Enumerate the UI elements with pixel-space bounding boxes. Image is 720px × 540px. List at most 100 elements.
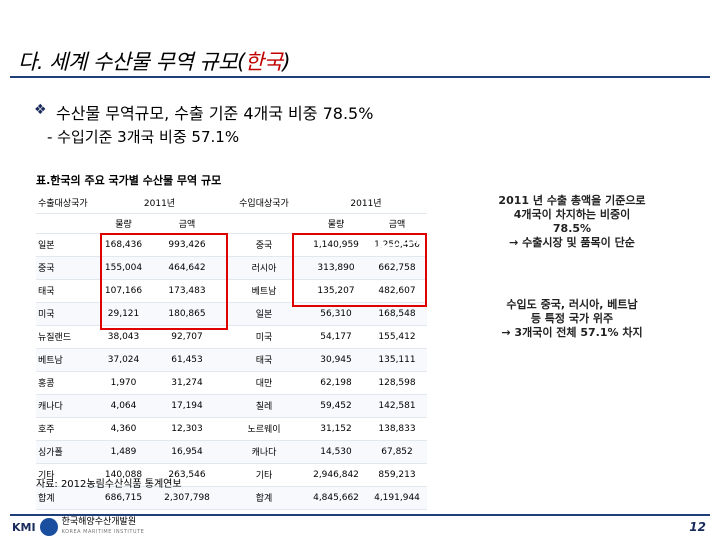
import-amt-cell: 662,758 <box>367 256 427 280</box>
import-amt-cell: 155,412 <box>367 325 427 349</box>
title-divider <box>10 76 710 78</box>
logo-emblem-icon <box>39 518 58 536</box>
import-note: 수입도 중국, 러시아, 베트남 등 특정 국가 위주 → 3개국이 전체 57… <box>472 298 672 340</box>
export-qty-cell: 168,436 <box>96 233 151 257</box>
import-country-cell: 합계 <box>223 486 305 510</box>
import-qty-cell: 4,845,662 <box>305 486 367 510</box>
diamond-bullet-icon <box>34 102 48 119</box>
export-note: 2011 년 수출 총액을 기준으로 4개국이 차지하는 비중이 78.5% →… <box>472 194 672 250</box>
import-amt-cell: 142,581 <box>367 394 427 418</box>
import-qty-cell: 30,945 <box>305 348 367 372</box>
title-highlight: 한국 <box>244 50 283 74</box>
import-amt-cell: 4,191,944 <box>367 486 427 510</box>
export-qty-cell: 155,004 <box>96 256 151 280</box>
export-qty-cell: 1,489 <box>96 440 151 464</box>
export-qty-cell: 107,166 <box>96 279 151 303</box>
export-amt-cell: 61,453 <box>151 348 223 372</box>
export-country-cell: 베트남 <box>36 348 96 372</box>
import-highlight-box <box>292 233 427 307</box>
table-row: 합계 686,715 2,307,798 합계 4,845,662 4,191,944 <box>36 486 427 510</box>
export-qty-cell: 29,121 <box>96 302 151 326</box>
export-amt-cell: 92,707 <box>151 325 223 349</box>
export-country-cell: 캐나다 <box>36 394 96 418</box>
logo: KMI 한국해양수산개발원 KOREA MARITIME INSTITUTE <box>12 517 144 537</box>
export-amt-cell: 2,307,798 <box>151 486 223 510</box>
export-country-cell: 중국 <box>36 256 96 280</box>
table-row: 미국 29,121 180,865 일본 56,310 168,548 <box>36 302 427 326</box>
export-country-cell: 뉴질랜드 <box>36 325 96 349</box>
page-number: 12 <box>689 520 706 534</box>
export-note-line4: → 수출시장 및 품목이 단순 <box>509 236 635 249</box>
export-qty-cell: 4,064 <box>96 394 151 418</box>
import-qty-cell: 54,177 <box>305 325 367 349</box>
import-amt-cell: 168,548 <box>367 302 427 326</box>
import-country-cell: 칠레 <box>223 394 305 418</box>
export-qty-cell: 4,360 <box>96 417 151 441</box>
export-country-cell: 태국 <box>36 279 96 303</box>
import-country-cell: 대만 <box>223 371 305 395</box>
export-country-cell: 합계 <box>36 486 96 510</box>
logo-name-en: KOREA MARITIME INSTITUTE <box>61 529 145 535</box>
arrow-icon <box>372 238 422 249</box>
export-year: 2011년 <box>96 193 223 214</box>
import-qty-header: 물량 <box>305 213 367 234</box>
sub-bullet: - 수입기준 3개국 비중 57.1% <box>47 128 240 146</box>
logo-mark: KMI <box>12 520 36 534</box>
export-qty-cell: 686,715 <box>96 486 151 510</box>
import-country-cell: 러시아 <box>223 256 305 280</box>
export-qty-cell: 38,043 <box>96 325 151 349</box>
import-qty-cell: 2,946,842 <box>305 463 367 487</box>
table-title: 표.한국의 주요 국가별 수산물 무역 규모 <box>36 174 222 187</box>
import-country-cell: 미국 <box>223 325 305 349</box>
import-qty-cell: 135,207 <box>305 279 367 303</box>
source-note: 자료: 2012농림수산식품 통계연보 <box>36 479 182 490</box>
import-country-cell: 일본 <box>223 302 305 326</box>
export-amt-cell: 16,954 <box>151 440 223 464</box>
import-note-line2: 등 특정 국가 위주 <box>530 312 614 325</box>
export-amt-cell: 464,642 <box>151 256 223 280</box>
import-amt-cell: 135,111 <box>367 348 427 372</box>
table-row: 호주 4,360 12,303 노르웨이 31,152 138,833 <box>36 417 427 441</box>
export-country-cell: 기타 <box>36 463 96 487</box>
export-amt-cell: 17,194 <box>151 394 223 418</box>
export-qty-cell: 37,024 <box>96 348 151 372</box>
export-amt-header: 금액 <box>151 213 223 234</box>
import-amt-cell: 482,607 <box>367 279 427 303</box>
title-suffix: ) <box>282 50 291 74</box>
import-amt-cell: 859,213 <box>367 463 427 487</box>
import-country-cell: 태국 <box>223 348 305 372</box>
table-row: 기타 140,088 263,546 기타 2,946,842 859,213 <box>36 463 427 487</box>
main-bullet-text: 수산물 무역규모, 수출 기준 4개국 비중 78.5% <box>56 104 374 123</box>
import-header: 수입대상국가 <box>223 193 305 214</box>
export-country-cell: 호주 <box>36 417 96 441</box>
trade-table: 수출대상국가 2011년 수입대상국가 2011년 물량 금액 물량 금액 일본… <box>36 193 427 510</box>
export-country-cell: 싱가폴 <box>36 440 96 464</box>
export-note-line3: 78.5% <box>552 222 592 235</box>
export-note-line2: 4개국이 차지하는 비중이 <box>513 208 631 221</box>
import-amt-cell: 138,833 <box>367 417 427 441</box>
import-note-line1: 수입도 중국, 러시아, 베트남 <box>506 298 638 311</box>
import-country-cell: 캐나다 <box>223 440 305 464</box>
table-row: 홍콩 1,970 31,274 대만 62,198 128,598 <box>36 371 427 395</box>
export-amt-cell: 180,865 <box>151 302 223 326</box>
import-qty-cell: 313,890 <box>305 256 367 280</box>
table-row: 뉴질랜드 38,043 92,707 미국 54,177 155,412 <box>36 325 427 349</box>
table-row: 중국 155,004 464,642 러시아 313,890 662,758 <box>36 256 427 280</box>
export-qty-header: 물량 <box>96 213 151 234</box>
import-country-cell: 베트남 <box>223 279 305 303</box>
export-amt-cell: 173,483 <box>151 279 223 303</box>
table-row: 싱가폴 1,489 16,954 캐나다 14,530 67,852 <box>36 440 427 464</box>
table-row: 베트남 37,024 61,453 태국 30,945 135,111 <box>36 348 427 372</box>
export-amt-cell: 263,546 <box>151 463 223 487</box>
title-prefix: 다. 세계 수산물 무역 규모( <box>18 50 245 74</box>
export-highlight-box <box>100 233 228 330</box>
import-year: 2011년 <box>305 193 427 214</box>
import-amt-cell: 67,852 <box>367 440 427 464</box>
import-qty-cell: 62,198 <box>305 371 367 395</box>
export-note-line1: 2011 년 수출 총액을 기준으로 <box>498 194 646 207</box>
export-amt-cell: 31,274 <box>151 371 223 395</box>
import-qty-cell: 31,152 <box>305 417 367 441</box>
table-row: 캐나다 4,064 17,194 칠레 59,452 142,581 <box>36 394 427 418</box>
footer-divider <box>10 514 710 516</box>
import-qty-cell: 59,452 <box>305 394 367 418</box>
